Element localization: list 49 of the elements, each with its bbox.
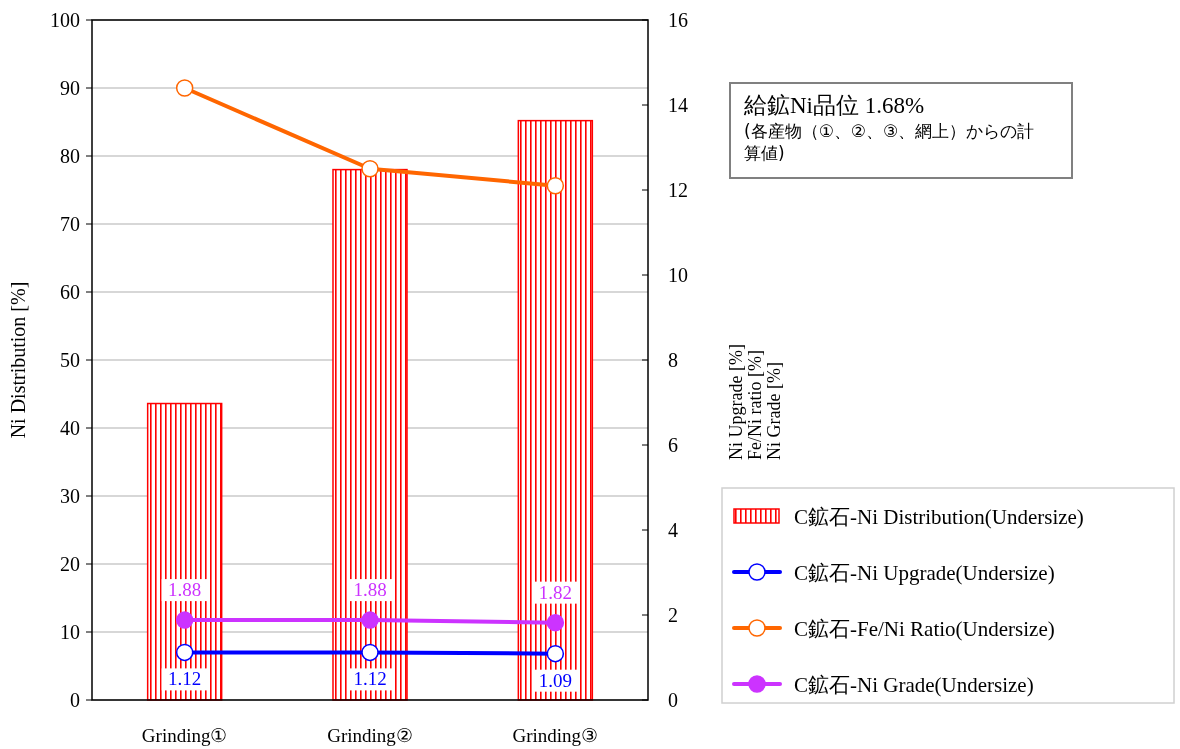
legend-label: C鉱石-Ni Grade(Undersize) xyxy=(794,673,1034,697)
point xyxy=(175,643,194,662)
y2-tick-label: 12 xyxy=(668,179,688,201)
y-tick-label: 40 xyxy=(60,417,80,439)
bar xyxy=(517,119,594,701)
y2-tick-label: 10 xyxy=(668,264,688,286)
y-tick-label: 70 xyxy=(60,213,80,235)
y-tick-label: 50 xyxy=(60,349,80,371)
point xyxy=(546,177,565,195)
y2-tick-label: 0 xyxy=(668,689,678,711)
text: 給鉱Ni品位 1.68% xyxy=(743,93,925,118)
y-tick-label: 10 xyxy=(60,621,80,643)
y2-tick-label: 14 xyxy=(668,94,688,116)
point xyxy=(361,160,379,178)
point xyxy=(361,643,379,662)
point xyxy=(175,611,194,629)
legend-label: C鉱石-Ni Upgrade(Undersize) xyxy=(794,561,1055,585)
y-tick-label: 80 xyxy=(60,145,80,167)
y-tick-label: 0 xyxy=(70,689,80,711)
legend-label: C鉱石-Ni Distribution(Undersize) xyxy=(794,505,1084,529)
y-tick-label: 20 xyxy=(60,553,80,575)
y2-tick-label: 2 xyxy=(668,604,678,626)
point xyxy=(546,613,565,632)
data-label: 1.88 xyxy=(168,579,202,601)
x-tick-label: Grinding② xyxy=(327,725,413,746)
y-tick-label: 100 xyxy=(50,9,80,31)
y-axis-title: Ni Distribution [%] xyxy=(7,281,29,439)
point xyxy=(361,611,379,629)
text: (各産物（①、②、③、網上）からの計算値) xyxy=(744,121,1035,163)
y2-tick-label: 16 xyxy=(668,9,688,31)
point xyxy=(546,644,565,663)
bar xyxy=(332,168,408,701)
y2-tick-label: 4 xyxy=(668,519,678,541)
bar xyxy=(146,402,223,701)
data-label: 1.88 xyxy=(353,579,387,601)
point xyxy=(175,79,194,97)
x-tick-label: Grinding① xyxy=(141,725,228,746)
legend-label: C鉱石-Fe/Ni Ratio(Undersize) xyxy=(794,617,1055,641)
y-tick-label: 30 xyxy=(60,485,80,507)
data-label: 1.82 xyxy=(538,581,572,603)
data-label: 1.12 xyxy=(353,668,387,690)
y-tick-label: 60 xyxy=(60,281,80,303)
y2-axis-title: Ni Upgrade [%] Fe/Ni ratio [%] Ni Grade [%] xyxy=(726,344,784,460)
data-label: 1.12 xyxy=(168,668,202,690)
x-tick-label: Grinding③ xyxy=(512,725,599,746)
y2-tick-label: 8 xyxy=(668,349,678,371)
data-label: 1.09 xyxy=(538,669,572,691)
y2-tick-label: 6 xyxy=(668,434,678,456)
y-tick-label: 90 xyxy=(60,77,80,99)
